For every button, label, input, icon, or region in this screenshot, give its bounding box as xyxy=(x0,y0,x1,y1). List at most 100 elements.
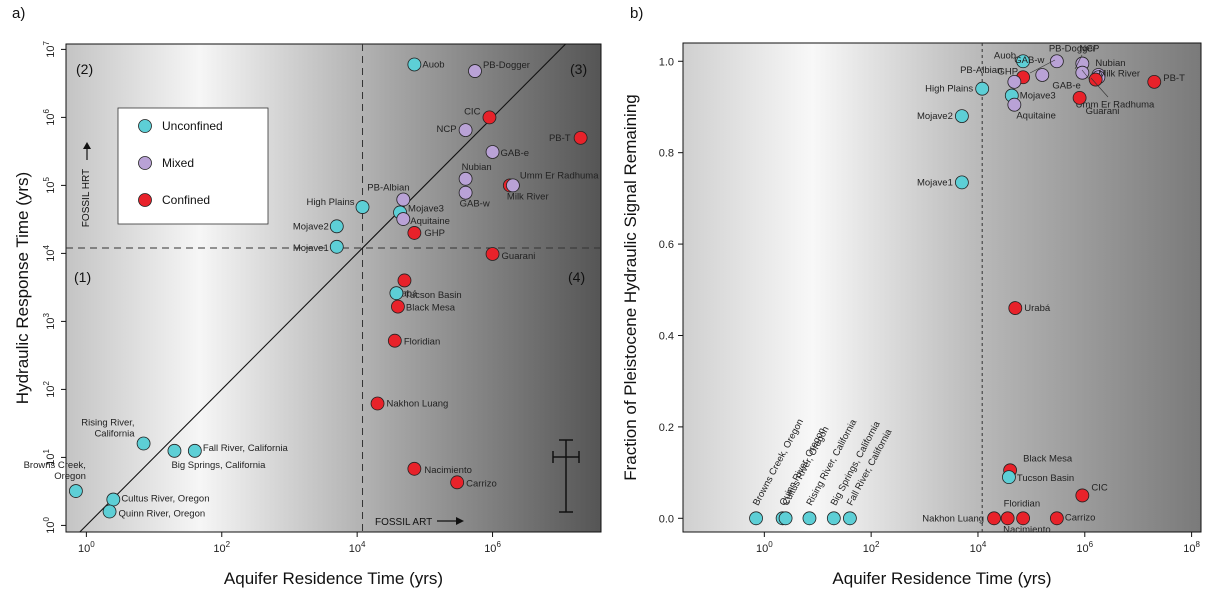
point-label-a-cultus-river-oregon: Cultus River, Oregon xyxy=(121,494,209,505)
point-label-a-pb-albian: PB-Albian xyxy=(367,183,409,194)
point-label-a-carrizo: Carrizo xyxy=(466,478,497,489)
point-a-browns-creek-oregon xyxy=(68,484,83,498)
leader-line-b xyxy=(1081,69,1091,81)
point-a-nubian xyxy=(458,171,473,186)
point-label-a-nacimiento: Nacimiento xyxy=(424,465,472,476)
leader-line-b xyxy=(1074,54,1083,70)
point-a-ghp xyxy=(407,226,422,240)
point-b-auob xyxy=(1016,54,1030,69)
point-b-pb-t xyxy=(1147,74,1162,89)
point-label-b-pb-albian: PB-Albian xyxy=(960,65,1002,76)
point-label-b-black-mesa: Black Mesa xyxy=(1023,453,1073,464)
point-a-pb-t xyxy=(573,130,588,145)
point-b-guarani xyxy=(1072,90,1087,105)
point-label-b-nakhon-luang: Nakhon Luang xyxy=(922,513,984,524)
point-a-auob xyxy=(407,57,422,72)
y-tick-label-b: 0.6 xyxy=(659,239,674,251)
point-label-b-mojave2: Mojave2 xyxy=(917,111,953,122)
point-b-mojave2 xyxy=(954,109,969,124)
point-label-b-guarani: Guarani xyxy=(1086,106,1120,117)
point-label-a-guarani: Guarani xyxy=(502,251,536,262)
x-tick-label-b: 102 xyxy=(863,540,880,555)
point-label-a-umm-er-radhuma: Umm Er Radhuma xyxy=(520,170,599,181)
point-a-ncp xyxy=(458,123,473,138)
point-label-b-gab-w: GAB-w xyxy=(1014,55,1044,66)
point-label-a-gab-w: GAB-w xyxy=(460,199,490,210)
legend-marker-mixed xyxy=(138,156,152,170)
y-tick-label-a: 101 xyxy=(42,449,57,466)
legend: Unconfined Mixed Confined xyxy=(117,107,269,225)
point-b-tucson-basin xyxy=(1002,470,1016,485)
point-label-b-floridian: Floridian xyxy=(1004,498,1040,509)
point-b-mojave1 xyxy=(954,175,969,190)
point-b-pb-albian xyxy=(1007,74,1022,89)
x-axis-label-a: Aquifer Residence Time (yrs) xyxy=(224,569,443,588)
y-tick-label-a: 105 xyxy=(42,176,57,193)
point-label-b-milk-river: Milk River xyxy=(1098,68,1140,79)
point-b-floridian xyxy=(1000,511,1015,526)
point-label-b-aquitaine: Aquitaine xyxy=(1016,111,1056,122)
point-a-floridian xyxy=(387,333,402,348)
point-label-b-auob: Auob xyxy=(994,50,1016,61)
point-label-a-black-mesa: Black Mesa xyxy=(406,303,456,314)
x-tick-label-b: 108 xyxy=(1183,540,1200,555)
y-tick-label-b: 0.2 xyxy=(659,422,674,434)
point-label-a-urab: Urabá xyxy=(391,288,418,299)
y-axis-label-b: Fraction of Pleistocene Hydraulic Signal… xyxy=(621,94,640,480)
y-tick-label-a: 102 xyxy=(42,381,57,398)
point-a-mojave1 xyxy=(329,239,344,254)
point-a-nakhon-luang xyxy=(370,396,385,411)
y-tick-label-b: 1.0 xyxy=(659,56,674,68)
point-label-b-gab-e: GAB-e xyxy=(1052,81,1081,92)
point-b-cic xyxy=(1075,488,1090,503)
x-tick-label-a: 100 xyxy=(78,540,95,555)
point-label-a-pb-t: PB-T xyxy=(549,133,571,144)
y-tick-label-b: 0.4 xyxy=(659,330,674,342)
y-tick-label-a: 104 xyxy=(42,244,57,261)
point-a-gab-e xyxy=(485,145,500,159)
point-label-a-fall-river-california: Fall River, California xyxy=(203,443,289,454)
point-label-a-browns-creek-oregon: Browns Creek, Oregon xyxy=(24,460,86,482)
x-tick-label-b: 104 xyxy=(970,540,987,555)
one-to-one-line xyxy=(79,43,566,533)
point-label-b-tucson-basin: Tucson Basin xyxy=(1017,473,1074,484)
point-a-mojave2 xyxy=(329,219,344,234)
point-label-b-urab: Urabá xyxy=(1024,303,1051,314)
point-label-b-nacimiento: Nacimiento xyxy=(1003,524,1051,535)
point-label-a-floridian: Floridian xyxy=(404,337,440,348)
point-a-fall-river-california xyxy=(187,443,202,458)
x-tick-label-a: 104 xyxy=(349,540,366,555)
y-tick-label-a: 103 xyxy=(42,313,57,330)
point-a-pb-albian xyxy=(396,192,411,207)
point-label-a-high-plains: High Plains xyxy=(306,197,354,208)
point-a-guarani xyxy=(485,247,500,261)
y-tick-label-a: 100 xyxy=(42,517,57,534)
point-label-b-mojave1: Mojave1 xyxy=(917,177,953,188)
leader-line-b xyxy=(1090,77,1109,98)
point-label-a-mojave3: Mojave3 xyxy=(408,203,444,214)
point-b-carrizo xyxy=(1049,511,1064,526)
point-a-carrizo xyxy=(450,475,465,490)
point-label-a-nakhon-luang: Nakhon Luang xyxy=(387,399,449,410)
point-a-milk-river xyxy=(506,178,520,193)
point-label-b-high-plains: High Plains xyxy=(925,84,973,95)
point-label-a-ncp: NCP xyxy=(437,124,457,135)
fossil-art-label: FOSSIL ART xyxy=(375,517,432,528)
x-tick-label-a: 106 xyxy=(484,540,501,555)
point-a-cic xyxy=(482,110,497,125)
point-label-a-mojave2: Mojave2 xyxy=(293,221,329,232)
point-label-b-ghp: GHP xyxy=(998,66,1019,77)
x-axis-label-b: Aquifer Residence Time (yrs) xyxy=(832,569,1051,588)
point-b-aquitaine xyxy=(1007,97,1022,112)
point-a-aquitaine xyxy=(396,212,411,226)
legend-marker-unconfined xyxy=(138,119,152,133)
panel-letter-b: b) xyxy=(630,5,643,22)
quadrant-label-3: (3) xyxy=(570,61,587,77)
x-tick-label-b: 106 xyxy=(1076,540,1093,555)
fossil-art-arrowhead xyxy=(456,517,464,525)
point-b-urab xyxy=(1008,301,1023,315)
point-label-a-nubian: Nubian xyxy=(462,162,492,173)
point-label-a-cic: CIC xyxy=(464,106,481,117)
point-label-a-milk-river: Milk River xyxy=(507,191,549,202)
